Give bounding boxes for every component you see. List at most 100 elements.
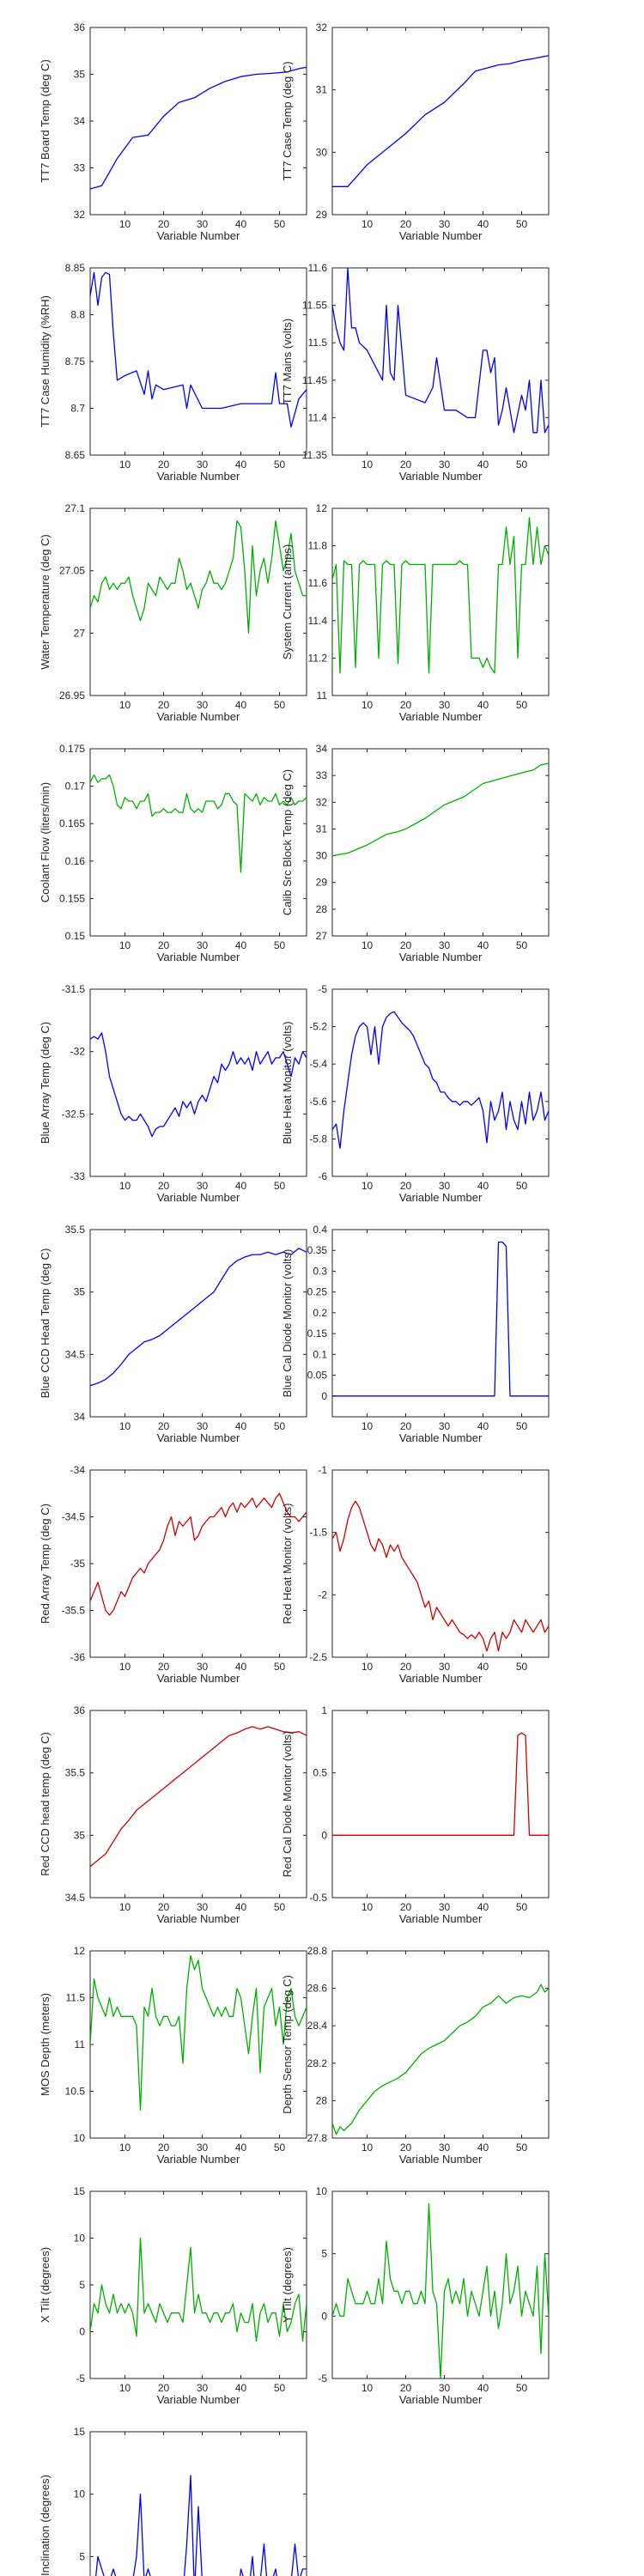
series-line (332, 55, 549, 187)
x-tick-label: 50 (516, 2382, 528, 2394)
y-tick-label: 0.16 (65, 855, 86, 867)
x-tick-label: 10 (361, 1180, 374, 1192)
subplot-11: 34 34.5 35 35.5 10 20 30 40 50 Variable Number Blu… (39, 1224, 307, 1444)
y-tick-label: 10 (316, 2185, 328, 2197)
y-tick-label: 33 (316, 769, 328, 781)
subplot-10: -6 -5.8 -5.6 -5.4 -5.2 -5 10 20 30 40 50 Variable N… (281, 983, 550, 1204)
x-tick-label: 50 (274, 2142, 286, 2154)
x-tick-label: 40 (477, 1901, 489, 1913)
y-axis-label: Blue Heat Monitor (volts) (281, 1021, 294, 1144)
x-tick-label: 20 (400, 939, 412, 951)
y-tick-label: 11.5 (66, 1992, 86, 2004)
y-axis-label: Red Array Temp (deg C) (39, 1504, 52, 1624)
x-axis-label: Variable Number (399, 710, 483, 723)
x-tick-label: 30 (439, 2142, 451, 2154)
y-tick-label: 10.5 (65, 2086, 86, 2098)
plot-frame (331, 507, 550, 696)
y-tick-label: 30 (316, 850, 328, 862)
y-tick-label: 36 (74, 21, 86, 33)
y-tick-label: 0.4 (313, 1224, 327, 1236)
series-line (90, 1492, 307, 1616)
series-line (332, 1984, 549, 2136)
y-axis-label: Red Heat Monitor (volts) (281, 1504, 294, 1625)
x-axis-label: Variable Number (157, 710, 240, 723)
x-tick-label: 10 (119, 1661, 131, 1673)
subplot-18: 27.8 28 28.2 28.4 28.6 28.8 10 20 30 40 50 Variable… (281, 1945, 550, 2166)
subplot-3: 8.65 8.7 8.75 8.8 8.85 10 20 30 40 50 Variable Num… (39, 262, 307, 483)
x-axis-label: Variable Number (399, 229, 483, 242)
plot-frame (89, 27, 307, 216)
x-axis-label: Variable Number (157, 2153, 240, 2166)
y-tick-label: 28.4 (307, 2020, 328, 2032)
y-tick-label: -32 (70, 1046, 86, 1058)
x-tick-label: 40 (235, 699, 247, 711)
x-tick-label: 30 (439, 1901, 451, 1913)
x-tick-label: 50 (274, 1901, 286, 1913)
y-axis-label: X Tilt (degrees) (39, 2247, 52, 2323)
y-tick-label: 34.5 (65, 1348, 86, 1360)
y-tick-label: -31.5 (62, 983, 86, 995)
x-tick-label: 20 (158, 699, 170, 711)
plot-frame (331, 988, 550, 1177)
x-tick-label: 40 (477, 1661, 489, 1673)
plot-frame (331, 27, 550, 216)
x-tick-label: 10 (119, 1420, 131, 1432)
x-tick-label: 10 (119, 699, 131, 711)
x-tick-label: 20 (400, 1180, 412, 1192)
x-tick-label: 20 (158, 1420, 170, 1432)
y-tick-label: 8.75 (65, 355, 86, 368)
x-tick-label: 30 (439, 699, 451, 711)
plot-frame (331, 1950, 550, 2139)
y-tick-label: 27.1 (65, 502, 86, 514)
x-tick-label: 10 (361, 459, 374, 471)
y-tick-label: 27 (316, 930, 328, 942)
plot-frame (89, 507, 307, 696)
x-tick-label: 20 (400, 1901, 412, 1913)
x-axis-label: Variable Number (399, 1431, 483, 1444)
x-tick-label: 40 (235, 2382, 247, 2394)
x-tick-label: 10 (361, 2142, 374, 2154)
y-tick-label: 35 (74, 69, 86, 81)
y-tick-label: -35 (70, 1558, 86, 1570)
x-tick-label: 20 (400, 2142, 412, 2154)
plot-frame (331, 748, 550, 937)
y-axis-label: TT7 Case Temp (deg C) (281, 61, 294, 180)
y-tick-label: 30 (316, 146, 328, 158)
x-tick-label: 10 (119, 218, 131, 230)
x-tick-label: 50 (274, 699, 286, 711)
y-axis-label: Calib Src Block Temp (deg C) (281, 769, 294, 915)
y-tick-label: 0 (321, 2310, 327, 2322)
plot-frame (89, 2190, 307, 2379)
x-axis-label: Variable Number (157, 1912, 240, 1925)
subplot-1: 32 33 34 35 36 10 20 30 40 50 Variable Number TT7 B… (39, 21, 307, 242)
x-tick-label: 50 (516, 1901, 528, 1913)
y-axis-label: Red CCD head temp (deg C) (39, 1732, 52, 1876)
y-tick-label: 0.3 (313, 1265, 327, 1277)
y-tick-label: 8.85 (65, 262, 86, 274)
subplot-16: -0.5 0 0.5 1 10 20 30 40 50 Variable Number Red Ca… (281, 1704, 550, 1925)
x-tick-label: 40 (235, 2142, 247, 2154)
subplot-15: 34.5 35 35.5 36 10 20 30 40 50 Variable Number Red… (39, 1704, 307, 1925)
plot-frame (89, 2431, 307, 2576)
y-tick-label: 35 (74, 1286, 86, 1298)
x-tick-label: 20 (158, 939, 170, 951)
subplot-8: 27 28 29 30 31 32 33 34 10 20 30 40 50 Variable Numbe… (281, 743, 550, 963)
x-axis-label: Variable Number (157, 2393, 240, 2406)
y-tick-label: 12 (316, 502, 328, 514)
subplot-19: -5 0 5 10 15 10 20 30 40 50 Variable Number X Tilt … (39, 2185, 307, 2406)
y-tick-label: 0.1 (313, 1348, 327, 1360)
y-tick-label: 0.175 (59, 743, 85, 755)
x-axis-label: Variable Number (399, 1191, 483, 1204)
x-tick-label: 40 (235, 218, 247, 230)
x-tick-label: 20 (158, 1901, 170, 1913)
y-tick-label: -1 (318, 1464, 327, 1476)
x-tick-label: 10 (119, 2142, 131, 2154)
series-line (332, 1732, 549, 1836)
plot-frame (89, 748, 307, 937)
plot-frame (89, 1229, 307, 1418)
x-tick-label: 50 (274, 1180, 286, 1192)
x-axis-label: Variable Number (157, 1191, 240, 1204)
y-tick-label: 28 (316, 903, 328, 915)
y-tick-label: 5 (79, 2279, 85, 2291)
